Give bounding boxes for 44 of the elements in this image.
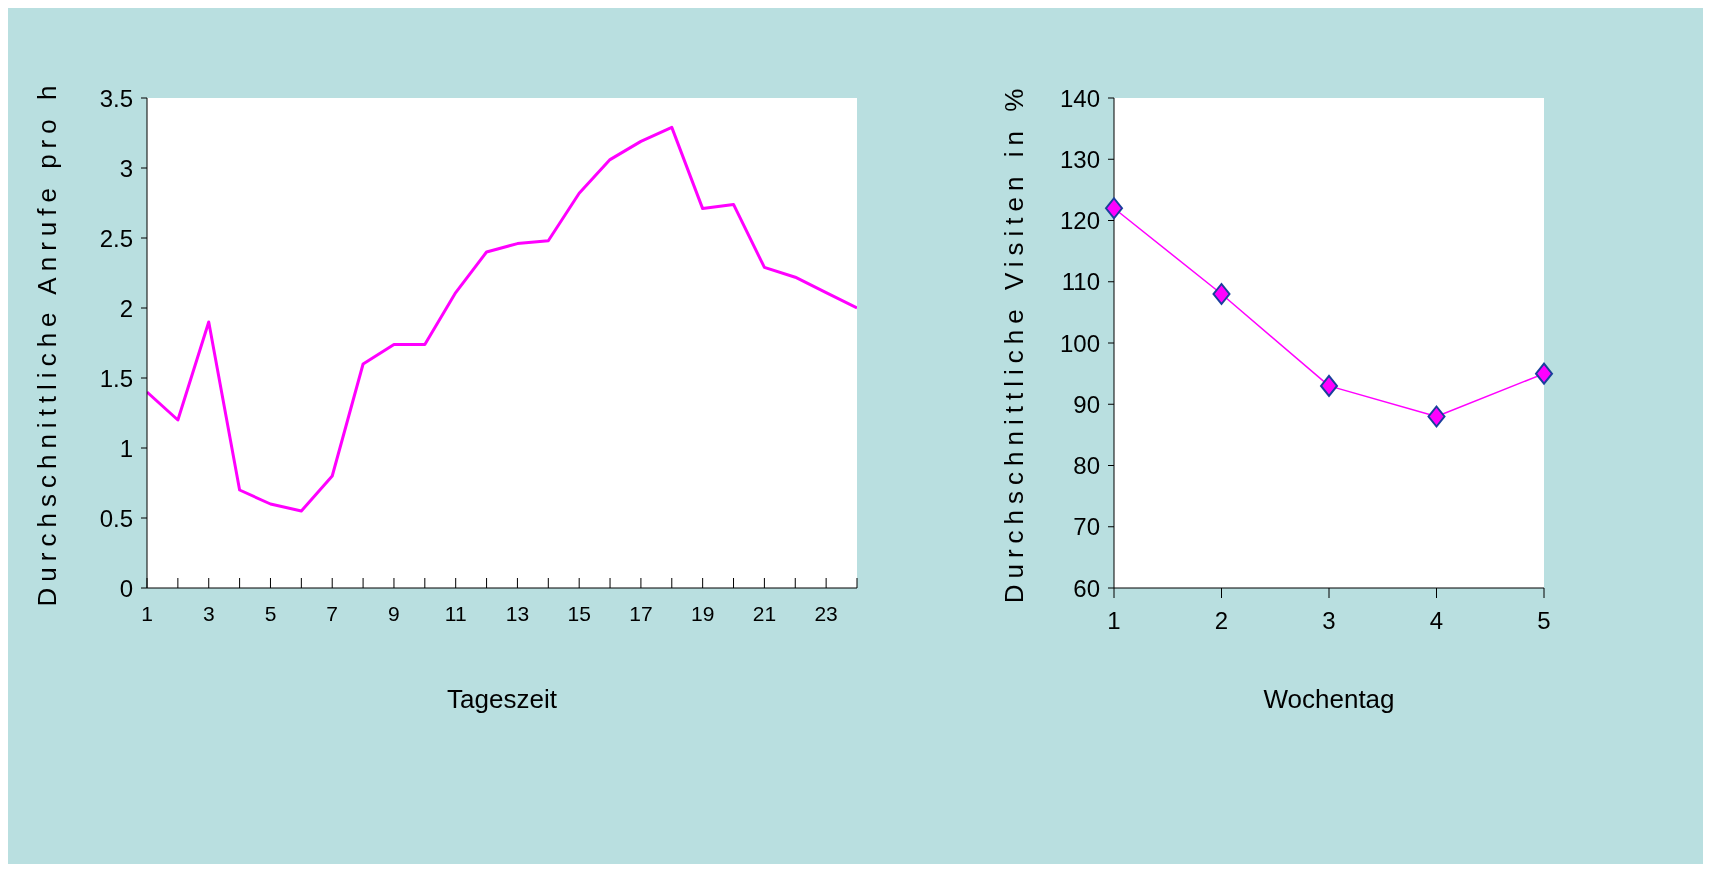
x-tick-label: 5 <box>264 601 277 625</box>
y-tick-label: 130 <box>1060 145 1101 173</box>
x-tick-label: 5 <box>1537 607 1551 635</box>
y-tick-label: 3 <box>119 154 133 182</box>
y-tick-label: 1.5 <box>99 364 133 392</box>
x-tick-label: 21 <box>752 601 776 625</box>
y-tick-label: 120 <box>1060 207 1101 235</box>
y-tick-label: 0 <box>119 574 133 602</box>
y-tick-label: 90 <box>1073 390 1101 418</box>
y-tick-label: 2 <box>119 294 133 322</box>
x-tick-label: 3 <box>1322 607 1336 635</box>
x-tick-label: 2 <box>1215 607 1229 635</box>
point <box>1212 283 1231 305</box>
y-tick-label: 80 <box>1073 452 1101 480</box>
x-tick-label: 19 <box>690 601 715 625</box>
y-tick-label: 60 <box>1073 574 1101 602</box>
x-tick-label: 7 <box>326 601 338 625</box>
x-tick-label: 11 <box>444 601 467 625</box>
x-tick-label: 1 <box>140 601 153 625</box>
x-tick-label: 17 <box>628 601 653 625</box>
y-tick-label: 100 <box>1060 329 1101 357</box>
x-tick-label: 9 <box>387 601 400 625</box>
y-tick-label: 3.5 <box>99 84 133 112</box>
y-tick-label: 110 <box>1061 268 1101 296</box>
point <box>1105 197 1124 220</box>
point <box>1320 374 1339 397</box>
x-tick-label: 1 <box>1107 607 1121 635</box>
line-series <box>146 125 857 513</box>
x-axis-title: Tageszeit <box>446 684 558 714</box>
x-tick-label: 23 <box>814 601 838 625</box>
x-axis-title: Wochentag <box>1263 684 1395 714</box>
y-axis-title: Durchschnittliche Anrufe pro h <box>31 79 62 607</box>
x-tick-label: 13 <box>505 601 529 625</box>
point <box>1427 405 1446 428</box>
y-tick-label: 2.5 <box>99 224 133 252</box>
x-tick-label: 15 <box>567 601 591 625</box>
y-tick-label: 0.5 <box>99 504 133 532</box>
y-tick-label: 1 <box>119 434 133 462</box>
y-tick-label: 140 <box>1060 84 1101 112</box>
x-tick-label: 3 <box>202 601 215 625</box>
y-axis-title: Durchschnittliche Visiten in % <box>999 82 1030 604</box>
point <box>1535 362 1554 385</box>
y-tick-label: 70 <box>1073 513 1101 541</box>
x-tick-label: 4 <box>1430 607 1444 635</box>
